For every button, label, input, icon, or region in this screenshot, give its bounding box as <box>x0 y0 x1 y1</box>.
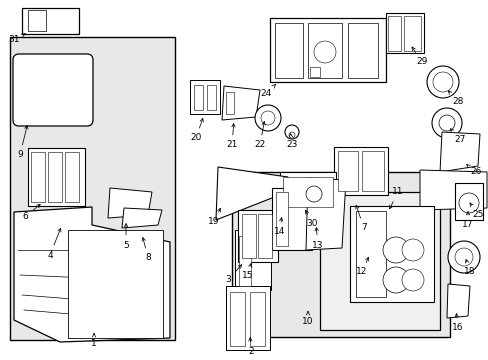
Text: 24: 24 <box>260 85 275 99</box>
Text: 22: 22 <box>254 122 265 149</box>
Text: 19: 19 <box>208 208 220 226</box>
Bar <box>235 230 270 290</box>
Text: 25: 25 <box>469 203 483 220</box>
Bar <box>283 177 332 207</box>
Polygon shape <box>305 178 346 250</box>
Text: 2: 2 <box>248 338 253 356</box>
Polygon shape <box>222 86 260 120</box>
Bar <box>309 67 319 77</box>
Bar <box>271 188 311 250</box>
Bar <box>385 13 423 53</box>
Text: 1: 1 <box>91 334 97 348</box>
Circle shape <box>458 193 478 213</box>
Bar <box>225 92 234 114</box>
Circle shape <box>382 267 408 293</box>
Text: 23: 23 <box>286 134 297 149</box>
Polygon shape <box>216 167 287 220</box>
Bar <box>280 172 335 210</box>
Bar <box>68 230 163 338</box>
Circle shape <box>431 108 461 138</box>
Text: 18: 18 <box>463 260 475 276</box>
Polygon shape <box>419 170 486 210</box>
Bar <box>31 152 45 202</box>
Bar <box>10 37 175 340</box>
Text: 27: 27 <box>449 129 465 144</box>
Text: 29: 29 <box>411 47 427 67</box>
Circle shape <box>426 66 458 98</box>
Bar <box>347 23 377 78</box>
Text: 15: 15 <box>242 264 253 280</box>
Bar <box>65 152 79 202</box>
Circle shape <box>285 125 298 139</box>
Text: 16: 16 <box>451 314 463 333</box>
Text: 21: 21 <box>226 123 237 149</box>
Polygon shape <box>14 207 170 342</box>
Bar <box>307 23 341 78</box>
Bar <box>337 151 357 191</box>
Text: 30: 30 <box>305 210 317 229</box>
Circle shape <box>438 115 454 131</box>
Bar <box>361 151 383 191</box>
FancyBboxPatch shape <box>13 54 93 126</box>
Text: 17: 17 <box>461 212 473 230</box>
Text: 31: 31 <box>8 34 25 45</box>
Text: 13: 13 <box>312 228 323 249</box>
Text: 6: 6 <box>22 204 40 221</box>
Polygon shape <box>446 284 469 318</box>
Circle shape <box>401 269 423 291</box>
Polygon shape <box>122 208 162 228</box>
Circle shape <box>432 72 452 92</box>
Bar <box>22 8 79 34</box>
Bar <box>319 192 439 330</box>
Polygon shape <box>439 132 479 172</box>
Bar <box>231 172 449 337</box>
Text: 5: 5 <box>123 224 129 249</box>
Bar <box>206 85 216 110</box>
Bar <box>28 148 85 206</box>
Bar <box>238 210 278 262</box>
Text: 10: 10 <box>302 311 313 327</box>
Text: 14: 14 <box>274 217 285 237</box>
Bar <box>269 18 385 82</box>
Text: 26: 26 <box>466 165 481 176</box>
Circle shape <box>454 248 472 266</box>
Bar <box>403 16 420 51</box>
Bar <box>225 286 269 350</box>
Bar <box>387 16 400 51</box>
Bar <box>229 292 244 346</box>
Bar <box>258 214 271 258</box>
Bar <box>454 183 482 220</box>
Circle shape <box>447 241 479 273</box>
Circle shape <box>254 105 281 131</box>
Text: 3: 3 <box>224 265 241 284</box>
Bar <box>48 152 62 202</box>
Polygon shape <box>108 188 152 218</box>
Bar <box>194 85 203 110</box>
Text: 4: 4 <box>47 228 61 260</box>
Bar <box>274 23 303 78</box>
Circle shape <box>313 41 335 63</box>
Text: 11: 11 <box>389 188 403 209</box>
Circle shape <box>288 132 294 138</box>
Bar <box>249 292 264 346</box>
Text: 20: 20 <box>190 118 203 143</box>
Circle shape <box>261 111 274 125</box>
Bar <box>190 80 220 114</box>
Bar <box>242 214 256 258</box>
Circle shape <box>382 237 408 263</box>
Circle shape <box>305 186 321 202</box>
Text: 12: 12 <box>356 257 368 276</box>
Circle shape <box>401 239 423 261</box>
Text: 9: 9 <box>17 126 28 159</box>
Text: 8: 8 <box>142 238 151 262</box>
Bar <box>28 10 46 31</box>
Bar <box>349 206 433 302</box>
Text: 28: 28 <box>447 91 463 107</box>
Bar <box>275 192 287 246</box>
Text: 7: 7 <box>355 206 366 233</box>
Bar <box>239 236 250 286</box>
Bar <box>355 211 385 297</box>
Bar <box>333 147 387 195</box>
